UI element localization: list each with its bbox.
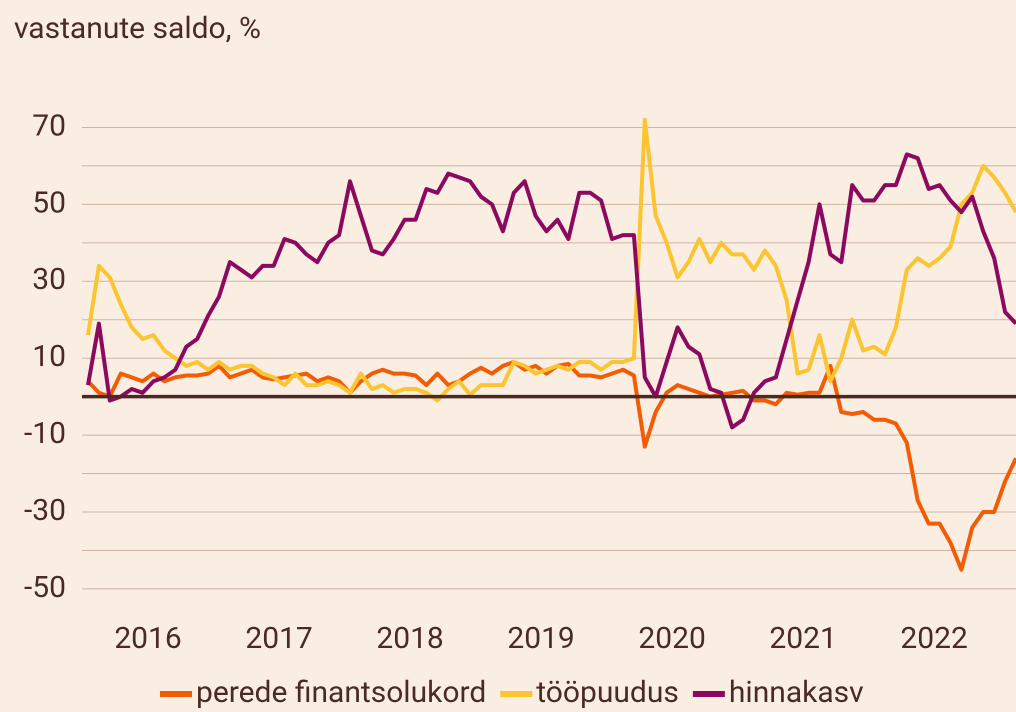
x-tick-label: 2021 [769,621,836,656]
x-tick-label: 2022 [900,621,967,656]
legend-label: perede finantsolukord [196,675,486,710]
legend-label: tööpuudus [536,675,679,710]
y-tick-label: -10 [24,416,66,451]
y-tick-label: 70 [32,108,66,143]
y-tick-label: 30 [32,262,66,297]
y-tick-label: 50 [32,185,66,220]
x-tick-label: 2017 [245,621,312,656]
x-tick-label: 2016 [114,621,181,656]
data-line [86,152,1016,430]
chart-title: vastanute saldo, % [14,11,261,46]
x-tick-label: 2019 [507,621,574,656]
data-line [86,117,1016,403]
legend: perede finantsolukord tööpuudus hinnakasv [160,675,864,710]
legend-label: hinnakasv [729,675,864,710]
x-tick-label: 2020 [638,621,705,656]
y-tick-label: -30 [24,493,66,528]
x-tick-label: 2018 [376,621,443,656]
y-tick-label: 10 [32,339,66,374]
y-tick-label: -50 [24,570,66,605]
